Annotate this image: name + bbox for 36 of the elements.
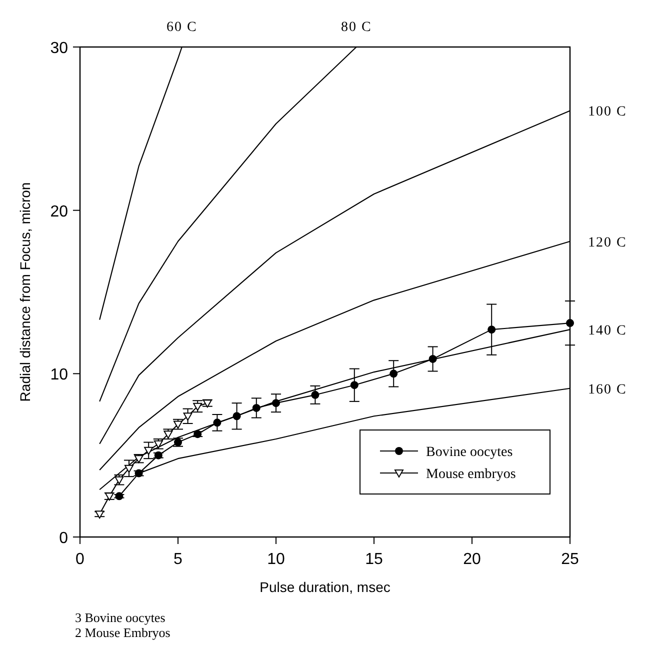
legend-label: Mouse embryos	[426, 467, 516, 482]
y-axis-title: Radial distance from Focus, micron	[17, 182, 33, 402]
series-label: 80 C	[340, 20, 372, 35]
y-tick-label: 30	[50, 40, 68, 57]
x-tick-label: 10	[267, 551, 285, 568]
point	[390, 370, 398, 378]
x-tick-label: 5	[174, 551, 183, 568]
point	[488, 326, 496, 334]
text: 3 Bovine oocytes	[75, 610, 166, 625]
y-tick-label: 0	[59, 530, 68, 547]
series-label: 100 C	[588, 104, 627, 120]
series-label: 160 C	[588, 382, 627, 398]
x-tick-label: 20	[463, 551, 481, 568]
point	[144, 446, 154, 455]
point	[428, 354, 437, 363]
point	[193, 402, 202, 411]
point	[272, 399, 280, 408]
point	[566, 319, 574, 328]
y-tick-label: 20	[50, 203, 68, 220]
y-tick-label: 10	[50, 366, 68, 384]
series-label: 120 C	[588, 235, 627, 250]
point	[311, 390, 320, 399]
legend-label: Bovine oocytes	[426, 445, 513, 460]
x-tick-label: 25	[561, 551, 579, 568]
point	[124, 464, 134, 473]
point	[183, 412, 192, 421]
point	[232, 412, 241, 420]
point	[213, 418, 222, 427]
series-label: 140 C	[588, 324, 627, 339]
point	[252, 404, 260, 412]
point	[350, 381, 358, 390]
x-tick-label: 15	[365, 551, 383, 568]
x-axis-title: Pulse duration, msec	[260, 579, 390, 595]
series-label: 60 C	[166, 20, 198, 35]
text: 2 Mouse Embryos	[75, 625, 170, 640]
x-tick-label: 0	[76, 551, 85, 568]
